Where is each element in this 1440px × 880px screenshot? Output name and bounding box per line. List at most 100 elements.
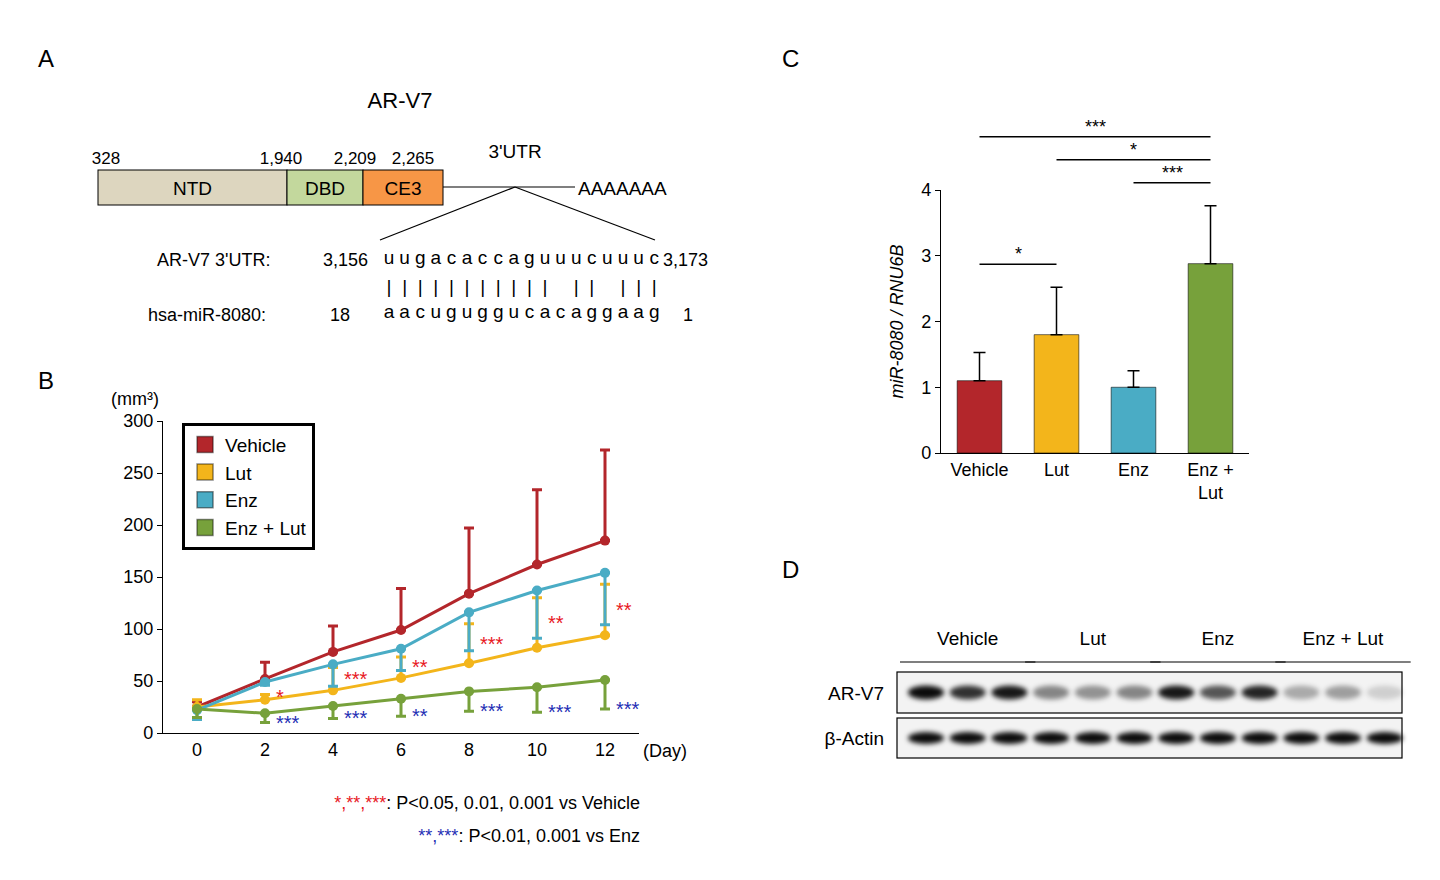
svg-text:D: D — [782, 556, 799, 583]
svg-text:2,265: 2,265 — [392, 149, 435, 168]
svg-text:a: a — [431, 247, 442, 268]
svg-text:C: C — [782, 45, 799, 72]
svg-text:u: u — [462, 301, 473, 322]
svg-text:***: *** — [1085, 117, 1106, 137]
svg-text:250: 250 — [123, 463, 153, 483]
svg-text:AR-V7: AR-V7 — [828, 683, 884, 704]
svg-text:|: | — [543, 276, 548, 297]
svg-text:a: a — [571, 301, 582, 322]
svg-text:Enz + Lut: Enz + Lut — [1303, 628, 1385, 649]
svg-text:|: | — [652, 276, 657, 297]
svg-text:|: | — [418, 276, 423, 297]
svg-text:3,156: 3,156 — [323, 250, 368, 270]
svg-text:g: g — [446, 301, 457, 322]
svg-text:c: c — [493, 247, 503, 268]
svg-text:c: c — [649, 247, 659, 268]
svg-text:Lut: Lut — [225, 463, 252, 484]
svg-text:***: *** — [548, 701, 572, 723]
svg-text:10: 10 — [527, 740, 547, 760]
svg-text:***: *** — [1162, 163, 1183, 183]
svg-text:|: | — [589, 276, 594, 297]
svg-text:u: u — [431, 301, 442, 322]
svg-text:***: *** — [480, 700, 504, 722]
svg-text:2: 2 — [921, 312, 931, 332]
svg-text:Enz: Enz — [1202, 628, 1235, 649]
svg-text:Enz: Enz — [1118, 460, 1149, 480]
svg-text:***: *** — [344, 668, 368, 690]
svg-text:Enz: Enz — [225, 490, 258, 511]
svg-text:u: u — [555, 247, 566, 268]
svg-text:328: 328 — [92, 149, 120, 168]
svg-text:g: g — [602, 301, 613, 322]
svg-text:*: * — [1015, 244, 1022, 264]
svg-text:6: 6 — [396, 740, 406, 760]
svg-text:a: a — [540, 301, 551, 322]
svg-text:g: g — [493, 301, 504, 322]
svg-text:B: B — [38, 367, 54, 394]
svg-text:**: ** — [412, 705, 428, 727]
svg-text:Vehicle: Vehicle — [225, 435, 286, 456]
svg-text:4: 4 — [921, 180, 931, 200]
svg-text:a: a — [509, 247, 520, 268]
svg-text:g: g — [587, 301, 598, 322]
svg-text:g: g — [477, 301, 488, 322]
svg-text:u: u — [618, 247, 629, 268]
svg-text:300: 300 — [123, 411, 153, 431]
svg-text:Enz +Lut: Enz +Lut — [1187, 460, 1234, 503]
svg-text:c: c — [525, 301, 535, 322]
svg-text:u: u — [540, 247, 551, 268]
svg-text:a: a — [462, 247, 473, 268]
svg-text:c: c — [415, 301, 425, 322]
svg-text:u: u — [602, 247, 613, 268]
svg-text:a: a — [399, 301, 410, 322]
svg-text:u: u — [399, 247, 410, 268]
svg-text:1: 1 — [683, 305, 693, 325]
svg-text:3'UTR: 3'UTR — [488, 141, 541, 162]
svg-text:|: | — [511, 276, 516, 297]
svg-text:|: | — [496, 276, 501, 297]
svg-text:|: | — [449, 276, 454, 297]
svg-text:|: | — [465, 276, 470, 297]
svg-text:|: | — [574, 276, 579, 297]
svg-text:***: *** — [276, 712, 300, 734]
svg-text:2: 2 — [260, 740, 270, 760]
svg-text:4: 4 — [328, 740, 338, 760]
svg-text:*: * — [276, 686, 284, 708]
svg-text:DBD: DBD — [305, 178, 345, 199]
svg-text:g: g — [649, 301, 660, 322]
svg-text:β-Actin: β-Actin — [825, 728, 885, 749]
svg-text:2,209: 2,209 — [334, 149, 377, 168]
svg-text:c: c — [478, 247, 488, 268]
svg-text:a: a — [633, 301, 644, 322]
svg-text:g: g — [415, 247, 426, 268]
svg-text:|: | — [621, 276, 626, 297]
svg-text:|: | — [636, 276, 641, 297]
svg-text:1: 1 — [921, 378, 931, 398]
svg-text:Lut: Lut — [1080, 628, 1107, 649]
svg-text:u: u — [633, 247, 644, 268]
svg-text:**: ** — [548, 612, 564, 634]
svg-text:150: 150 — [123, 567, 153, 587]
svg-text:Enz + Lut: Enz + Lut — [225, 518, 307, 539]
svg-text:12: 12 — [595, 740, 615, 760]
svg-text:a: a — [384, 301, 395, 322]
svg-text:Vehicle: Vehicle — [937, 628, 998, 649]
svg-text:0: 0 — [921, 443, 931, 463]
svg-text:AR-V7: AR-V7 — [368, 88, 433, 113]
svg-text:u: u — [571, 247, 582, 268]
svg-text:u: u — [384, 247, 395, 268]
svg-text:c: c — [587, 247, 597, 268]
svg-text:AAAAAAA: AAAAAAA — [578, 178, 667, 199]
svg-text:1,940: 1,940 — [260, 149, 303, 168]
svg-text:**: ** — [412, 656, 428, 678]
svg-text:200: 200 — [123, 515, 153, 535]
svg-text:|: | — [433, 276, 438, 297]
svg-text:|: | — [387, 276, 392, 297]
svg-text:u: u — [509, 301, 520, 322]
svg-text:(Day): (Day) — [643, 741, 687, 761]
svg-text:|: | — [527, 276, 532, 297]
svg-text:|: | — [480, 276, 485, 297]
svg-text:100: 100 — [123, 619, 153, 639]
svg-text:g: g — [524, 247, 535, 268]
svg-text:AR-V7 3'UTR:: AR-V7 3'UTR: — [157, 250, 270, 270]
